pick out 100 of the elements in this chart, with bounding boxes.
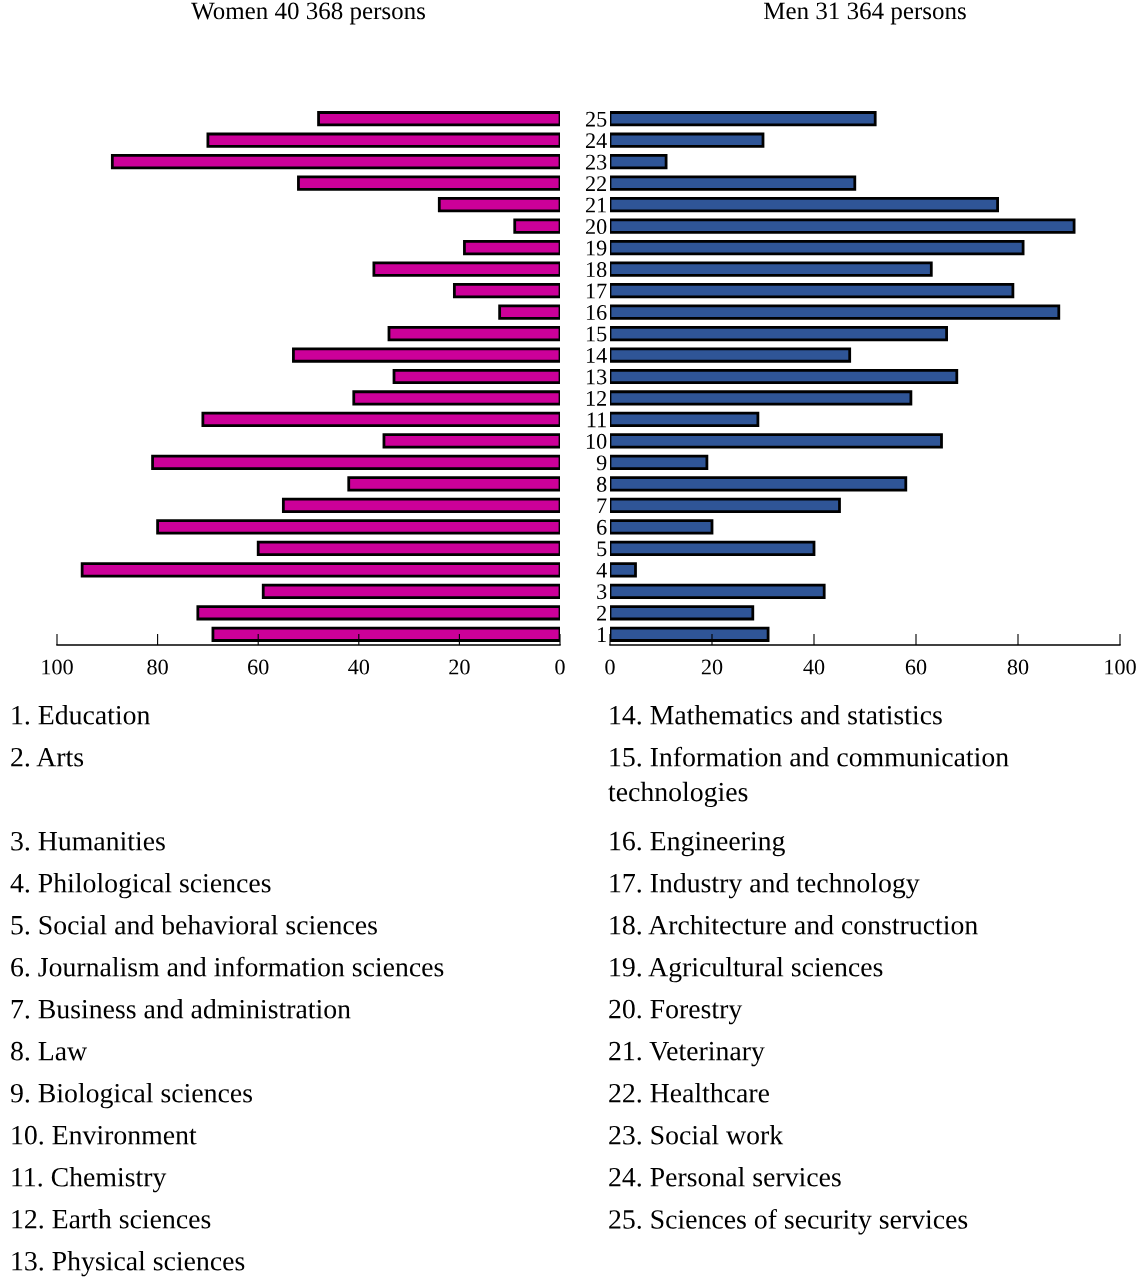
- bar: [387, 325, 560, 342]
- y-tick-label: 9: [596, 455, 607, 471]
- text: 22. Healthcare: [609, 1083, 769, 1103]
- y-tick-label: 11: [587, 412, 606, 428]
- bar: [256, 540, 560, 556]
- bar: [610, 325, 948, 342]
- text: 9. Biological sciences: [10, 1083, 252, 1109]
- y-tick-label: 21: [585, 197, 606, 213]
- text: 15. Information and communication technologies: [608, 746, 1009, 808]
- bar: [610, 605, 755, 621]
- y-tick-label: 24: [585, 133, 607, 148]
- bar: [610, 454, 709, 471]
- text: 24. Personal services: [609, 1167, 841, 1187]
- text: 10. Environment: [12, 1125, 197, 1145]
- bar: [610, 304, 1061, 320]
- x-tick-label: 100: [42, 659, 73, 675]
- x-tick-label: 40: [348, 659, 370, 675]
- bar: [610, 476, 908, 492]
- text: 8. Law: [11, 1041, 88, 1061]
- bar: [610, 261, 933, 277]
- text: 1. Education: [12, 705, 150, 725]
- y-tick-label: 20: [585, 219, 607, 235]
- bar: [513, 218, 560, 234]
- x-tick-label: 80: [1007, 659, 1029, 675]
- chart-title: Men 31 364 persons: [763, 2, 966, 25]
- bar: [610, 347, 852, 363]
- bar: [610, 175, 857, 191]
- y-tick-label: 15: [586, 326, 607, 342]
- bar: [610, 540, 816, 556]
- chart-title: Women 40 368 persons: [191, 2, 425, 25]
- x-tick-label: 20: [449, 659, 470, 675]
- y-tick-label: 6: [597, 519, 607, 535]
- bar: [347, 476, 560, 492]
- text: 19. Agricultural sciences: [610, 957, 883, 983]
- y-tick-label: 17: [586, 283, 607, 299]
- text: 7. Business and administration: [11, 999, 351, 1019]
- x-tick-label: 0: [555, 659, 565, 675]
- bar: [610, 562, 637, 578]
- y-tick-label: 12: [586, 390, 606, 406]
- text: 3. Humanities: [11, 831, 165, 851]
- bar: [392, 368, 560, 385]
- bar: [372, 261, 560, 277]
- bar: [610, 390, 913, 406]
- y-tick-label: 1: [598, 627, 606, 642]
- bar: [610, 218, 1076, 234]
- y-tick-label: 14: [586, 348, 607, 363]
- text: 21. Veterinary: [609, 1041, 765, 1067]
- bar: [610, 519, 714, 535]
- bar: [437, 197, 560, 213]
- text: 5. Social and behavioral sciences: [11, 915, 377, 935]
- bar: [201, 411, 560, 428]
- bar: [610, 411, 760, 428]
- text: 14. Mathematics and statistics: [610, 705, 942, 725]
- bar: [610, 583, 826, 599]
- bar: [292, 347, 560, 363]
- bar: [261, 583, 560, 599]
- y-tick-label: 16: [586, 305, 607, 320]
- bar: [196, 605, 560, 621]
- bar: [211, 626, 560, 642]
- bar: [463, 240, 560, 256]
- bar: [452, 282, 560, 299]
- x-tick-label: 0: [605, 659, 615, 675]
- y-tick-label: 13: [586, 369, 607, 385]
- y-tick-label: 2: [597, 605, 606, 621]
- x-tick-label: 60: [905, 659, 927, 675]
- bar: [382, 433, 560, 449]
- y-tick-label: 18: [586, 262, 607, 278]
- x-tick-label: 20: [701, 659, 723, 675]
- bar: [610, 240, 1025, 256]
- bar: [610, 154, 668, 170]
- y-tick-label: 5: [597, 541, 607, 557]
- y-tick-label: 19: [586, 240, 607, 256]
- text: 11. Chemistry: [12, 1167, 167, 1193]
- bar: [156, 519, 560, 535]
- text: 4. Philological sciences: [10, 873, 271, 899]
- x-tick-label: 100: [1105, 659, 1136, 675]
- x-tick-label: 80: [147, 659, 168, 675]
- bar: [281, 497, 560, 513]
- text: 23. Social work: [609, 1125, 784, 1145]
- text: 20. Forestry: [609, 999, 743, 1025]
- bar: [610, 368, 959, 385]
- bar: [610, 282, 1015, 299]
- text: 2. Arts: [11, 747, 84, 767]
- y-tick-label: 10: [586, 433, 607, 449]
- y-tick-label: 7: [597, 498, 607, 514]
- text: 16. Engineering: [610, 831, 785, 857]
- bar: [610, 497, 841, 513]
- bar: [80, 562, 560, 578]
- y-tick-label: 3: [597, 584, 607, 600]
- text: 17. Industry and technology: [610, 873, 920, 899]
- bar: [610, 433, 943, 449]
- y-tick-label: 25: [585, 111, 607, 127]
- text: 12. Earth sciences: [12, 1209, 211, 1229]
- bar: [297, 175, 560, 191]
- text: 6. Journalism and information sciences: [11, 956, 444, 977]
- y-tick-label: 22: [585, 176, 606, 191]
- y-tick-label: 4: [596, 562, 607, 578]
- bar: [352, 390, 560, 406]
- bar: [498, 304, 560, 320]
- bar: [610, 132, 765, 148]
